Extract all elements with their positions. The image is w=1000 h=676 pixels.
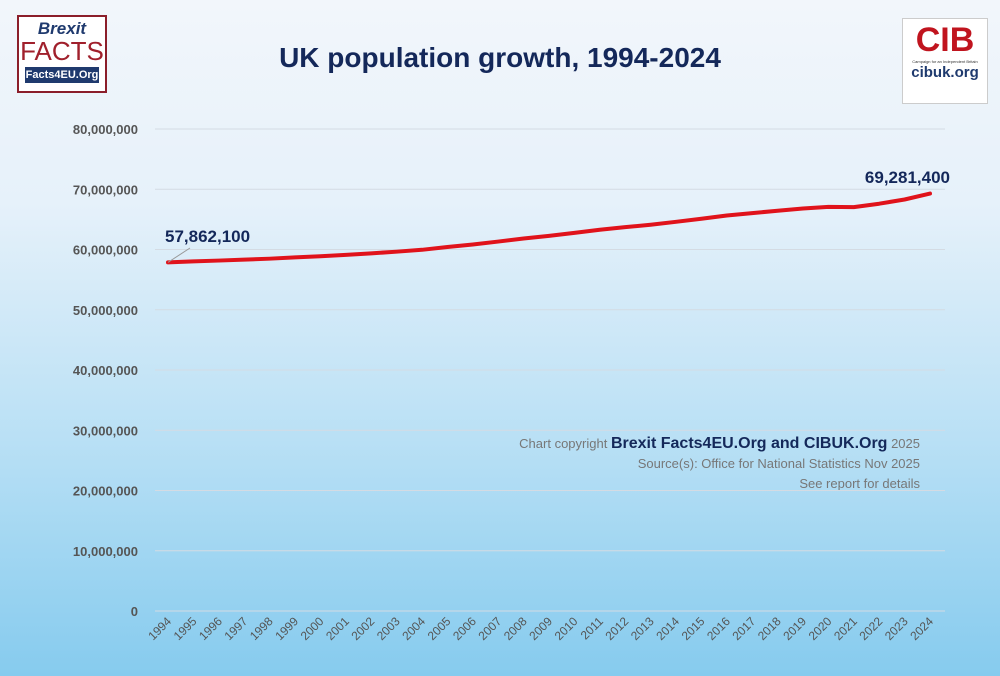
x-tick-label: 1997 [222, 614, 251, 643]
x-tick-label: 2023 [882, 614, 911, 643]
y-tick-label: 10,000,000 [73, 544, 138, 559]
x-tick-label: 1995 [171, 614, 200, 643]
x-tick-label: 2019 [780, 614, 809, 643]
copyright-note: Chart copyright Brexit Facts4EU.Org and … [519, 434, 920, 494]
x-tick-label: 2000 [298, 614, 327, 643]
x-tick-label: 2017 [730, 614, 759, 643]
x-tick-label: 2001 [323, 614, 352, 643]
x-tick-label: 2011 [578, 614, 606, 642]
population-line [166, 191, 932, 265]
x-tick-label: 1996 [196, 614, 225, 643]
x-tick-label: 2015 [679, 614, 708, 643]
copyright-brand: Brexit Facts4EU.Org and CIBUK.Org [610, 435, 888, 452]
x-tick-label: 2024 [907, 614, 936, 643]
annotation-leader [167, 247, 191, 263]
y-tick-label: 50,000,000 [73, 303, 138, 318]
x-tick-label: 2014 [653, 614, 682, 643]
annotation-label-2024: 69,281,400 [865, 168, 950, 187]
source-note: Source(s): Office for National Statistic… [637, 456, 920, 471]
annotation-label-1994: 57,862,100 [165, 227, 250, 246]
x-tick-label: 2003 [374, 614, 403, 643]
cibuk-logo: CIB Campaign for an Independent Britain ci… [902, 18, 988, 104]
brexit-facts-logo: Brexit FACTS Facts4EU.Org [17, 15, 107, 93]
x-tick-label: 1999 [272, 614, 301, 643]
x-tick-label: 2012 [603, 614, 632, 643]
x-tick-label: 2009 [526, 614, 555, 643]
x-tick-label: 2018 [755, 614, 784, 643]
x-tick-label: 2002 [349, 614, 378, 643]
x-tick-label: 2021 [831, 614, 860, 643]
copyright-prefix: Chart copyright [519, 436, 608, 451]
x-tick-label: 2016 [704, 614, 733, 643]
x-tick-label: 2008 [501, 614, 530, 643]
y-tick-label: 40,000,000 [73, 363, 138, 378]
x-tick-label: 2020 [806, 614, 835, 643]
y-tick-label: 70,000,000 [73, 182, 138, 197]
x-tick-label: 1994 [145, 614, 174, 643]
y-tick-label: 80,000,000 [73, 122, 138, 137]
x-tick-label: 2006 [450, 614, 479, 643]
x-tick-label: 2010 [552, 614, 581, 643]
chart-title: UK population growth, 1994-2024 [279, 42, 721, 73]
x-tick-label: 2007 [476, 614, 505, 643]
y-tick-label: 0 [131, 604, 138, 619]
x-tick-label: 2013 [628, 614, 657, 643]
x-tick-label: 2005 [425, 614, 454, 643]
x-tick-label: 1998 [247, 614, 276, 643]
x-tick-label: 2004 [399, 614, 428, 643]
y-tick-label: 60,000,000 [73, 243, 138, 258]
details-note: See report for details [799, 476, 920, 491]
copyright-year: 2025 [891, 436, 920, 451]
y-tick-label: 30,000,000 [73, 423, 138, 438]
x-tick-label: 2022 [857, 614, 886, 643]
y-tick-label: 20,000,000 [73, 484, 138, 499]
